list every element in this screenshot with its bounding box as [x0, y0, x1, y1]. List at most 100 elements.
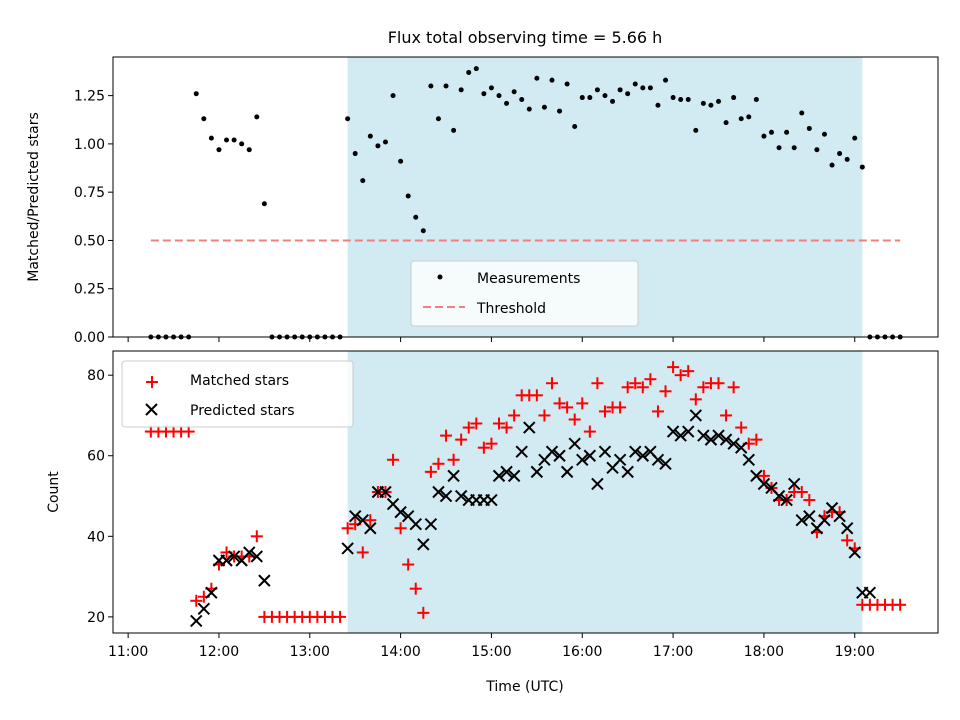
predicted-star-point	[772, 489, 786, 503]
measurement-point	[678, 96, 684, 102]
measurement-point	[254, 114, 260, 120]
measurement-point	[640, 85, 646, 91]
matched-star-point	[462, 421, 475, 434]
matched-star-point	[583, 425, 596, 438]
predicted-star-point	[250, 550, 264, 563]
measurement-point	[738, 116, 744, 122]
matched-star-point	[334, 610, 347, 623]
predicted-star-point	[409, 518, 422, 531]
measurement-point	[784, 129, 790, 135]
x-tick-label: 12:00	[199, 644, 239, 660]
y-tick-label: 0.00	[74, 330, 105, 346]
measurement-point	[776, 145, 782, 151]
top-y-axis-ticks: 0.00 0.25 0.50 0.75 1.00 1.25	[74, 89, 113, 346]
matched-star-point	[894, 598, 907, 611]
matched-star-point	[485, 437, 498, 450]
measurement-point	[625, 91, 631, 97]
predicted-star-point	[780, 493, 793, 507]
matched-star-point	[182, 425, 195, 438]
measurement-point	[844, 156, 850, 162]
legend-matched-marker	[146, 376, 158, 388]
predicted-stars-points	[190, 409, 877, 628]
predicted-star-point	[341, 542, 354, 555]
matched-star-point	[387, 453, 400, 466]
matched-star-point	[614, 401, 627, 414]
measurement-point	[398, 158, 404, 164]
matched-star-point	[803, 494, 816, 507]
predicted-star-point	[205, 586, 218, 599]
measurement-point	[473, 66, 479, 72]
measurement-point	[708, 102, 714, 108]
matched-star-point	[500, 421, 513, 434]
y-tick-label: 0.50	[74, 233, 105, 249]
predicted-star-point	[682, 425, 695, 438]
predicted-star-point	[704, 433, 718, 446]
predicted-star-point	[719, 433, 733, 446]
measurement-point	[345, 116, 351, 122]
predicted-star-point	[500, 465, 513, 479]
measurement-point	[791, 145, 797, 151]
matched-star-point	[720, 409, 733, 422]
predicted-star-point	[833, 509, 846, 523]
legend-measurements-marker	[437, 274, 443, 280]
y-tick-label: 80	[87, 368, 105, 384]
matched-star-point	[470, 417, 483, 430]
measurement-point	[663, 77, 669, 83]
measurement-point	[829, 162, 835, 168]
predicted-star-point	[727, 437, 740, 450]
bottom-legend-box	[121, 360, 354, 428]
bottom-y-axis-label: Count	[46, 471, 62, 513]
y-tick-label: 1.25	[74, 89, 105, 105]
x-tick-label: 15:00	[471, 644, 511, 660]
predicted-star-point	[523, 421, 536, 434]
predicted-star-point	[742, 453, 755, 466]
predicted-star-point	[848, 546, 861, 559]
predicted-star-point	[568, 437, 581, 450]
matched-star-point	[447, 453, 460, 466]
predicted-star-point	[651, 453, 665, 466]
predicted-star-point	[394, 505, 407, 519]
predicted-star-point	[689, 409, 703, 422]
measurement-point	[594, 87, 600, 93]
measurement-point	[859, 164, 865, 170]
measurement-point	[799, 110, 805, 116]
predicted-star-point	[583, 449, 597, 462]
measurement-point	[519, 96, 525, 102]
measurement-point	[602, 93, 608, 99]
predicted-star-point	[197, 602, 211, 616]
predicted-star-point	[454, 489, 468, 503]
predicted-star-point	[803, 509, 816, 523]
matched-star-point	[629, 377, 642, 390]
y-tick-label: 0.75	[74, 185, 105, 201]
measurement-point	[526, 106, 532, 112]
predicted-star-point	[348, 509, 362, 523]
predicted-star-point	[432, 485, 445, 499]
measurement-point	[239, 141, 245, 147]
measurement-point	[496, 93, 502, 99]
matched-star-point	[530, 389, 543, 402]
matched-star-point	[735, 421, 748, 434]
y-tick-label: 20	[87, 610, 105, 626]
predicted-star-point	[697, 429, 710, 442]
predicted-star-point	[818, 513, 831, 527]
bottom-plot-frame	[112, 350, 939, 634]
predicted-star-point	[629, 445, 642, 458]
measurement-point	[511, 89, 517, 95]
matched-star-point	[493, 417, 506, 430]
measurement-point	[201, 116, 207, 122]
predicted-star-point	[674, 429, 687, 442]
measurement-point	[746, 114, 752, 120]
measurement-point	[814, 147, 820, 153]
top-y-axis-label: Matched/Predicted stars	[26, 112, 42, 282]
measurement-point	[193, 91, 199, 97]
matched-star-point	[568, 413, 581, 426]
matched-star-point	[750, 433, 763, 446]
predicted-star-point	[560, 465, 574, 479]
measurement-point	[534, 75, 540, 81]
matched-star-point	[591, 377, 604, 390]
measurement-point	[761, 133, 767, 139]
matched-star-point	[674, 369, 687, 382]
measurement-point	[579, 95, 585, 101]
